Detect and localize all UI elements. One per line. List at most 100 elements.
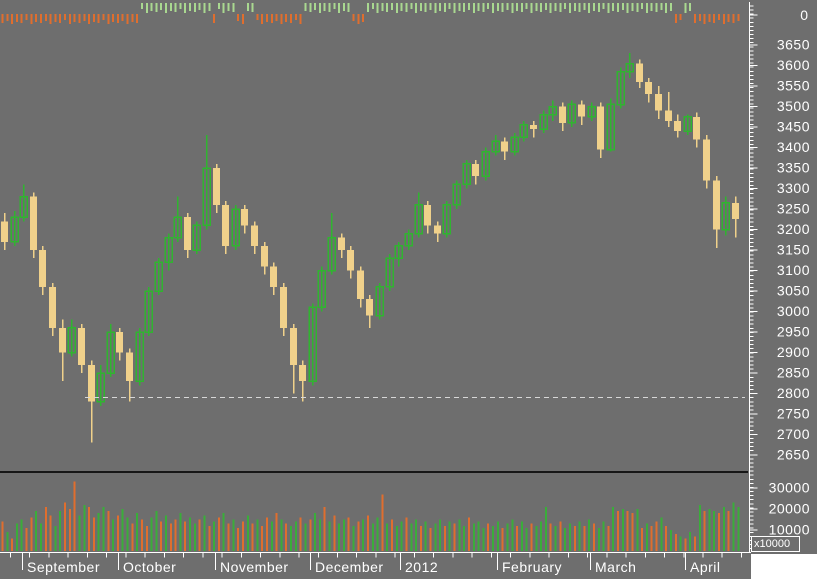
- trend-bar: [424, 3, 427, 12]
- candle-up-body: [385, 257, 394, 288]
- volume-bar: [83, 504, 86, 551]
- candle-down-body: [597, 106, 604, 150]
- trend-bar: [506, 3, 509, 10]
- volume-bar: [357, 521, 360, 551]
- volume-bar: [15, 523, 18, 551]
- trend-bar: [328, 3, 331, 12]
- candle-down-body: [713, 180, 720, 230]
- volume-bar: [487, 523, 490, 551]
- volume-bar: [141, 519, 143, 551]
- candle-up-body: [135, 331, 144, 382]
- trend-bar: [318, 3, 321, 13]
- time-axis[interactable]: September October November December 2012 Febr…: [0, 552, 751, 576]
- trend-bar: [232, 3, 235, 12]
- trend-bar: [342, 3, 345, 11]
- trend-bar: [78, 14, 81, 23]
- trend-bar: [242, 14, 244, 24]
- price-axis-label: 3200: [777, 221, 810, 237]
- trend-bar: [198, 3, 201, 10]
- candle-up-body: [721, 202, 730, 231]
- trend-bar: [362, 14, 365, 22]
- trend-bar: [501, 3, 504, 12]
- volume-bar: [266, 517, 268, 551]
- volume-bar: [650, 525, 653, 551]
- volume-bar: [501, 527, 504, 551]
- trend-bar: [391, 3, 393, 10]
- price-axis-label: 2850: [777, 365, 810, 381]
- volume-bar: [569, 523, 571, 551]
- trend-bar: [395, 3, 398, 13]
- trend-bar: [636, 3, 639, 12]
- candle-up-body: [539, 113, 548, 130]
- volume-bar: [285, 523, 288, 551]
- volume-bar: [674, 534, 677, 551]
- trend-bar: [487, 3, 490, 9]
- trend-bar: [530, 3, 533, 13]
- volume-bar: [49, 515, 52, 551]
- price-axis-label: 3000: [777, 303, 810, 319]
- pane-separator-line: [0, 471, 748, 473]
- trend-bar: [698, 14, 701, 21]
- volume-multiplier-badge: x10000: [751, 536, 800, 552]
- volume-bar: [636, 509, 639, 551]
- candlestick-series: [1, 53, 739, 443]
- trend-bar: [597, 3, 600, 12]
- trend-bar: [299, 14, 302, 24]
- volume-bar: [617, 511, 620, 551]
- volume-bar: [424, 521, 427, 551]
- volume-bar: [174, 519, 177, 551]
- trend-bar: [189, 3, 192, 11]
- trend-bar: [694, 14, 696, 23]
- volume-bar: [631, 513, 634, 551]
- trend-bar: [641, 3, 644, 9]
- price-axis[interactable]: 3650 3600 3550 3500 3450 3400 3350 3300 3250 3200…: [749, 2, 811, 553]
- volume-bar: [607, 525, 610, 551]
- pane-separator[interactable]: [0, 471, 748, 473]
- candle-up-body: [481, 150, 490, 177]
- candle-down-body: [126, 352, 133, 382]
- volume-bar: [275, 513, 278, 551]
- candle-down-body: [1, 221, 8, 242]
- trend-bar: [160, 3, 163, 10]
- trend-bar: [270, 14, 273, 23]
- volume-bar: [419, 525, 422, 551]
- price-axis-label: 3650: [777, 37, 810, 53]
- candle-up-body: [154, 261, 163, 292]
- volume-axis-label: 20000: [769, 501, 810, 517]
- trend-bar: [626, 3, 629, 13]
- volume-bar: [694, 536, 696, 551]
- volume-bar: [448, 521, 451, 551]
- trend-bar: [559, 3, 562, 12]
- volume-bar: [309, 519, 312, 551]
- trend-bar: [102, 14, 105, 20]
- price-axis-label: 2900: [777, 344, 810, 360]
- trend-bar: [655, 3, 658, 12]
- volume-bar: [314, 513, 317, 551]
- candle-down-body: [184, 217, 191, 250]
- month-label: 2012: [405, 559, 438, 575]
- trend-bar: [708, 14, 711, 22]
- trend-bar: [59, 14, 62, 23]
- volume-bar: [395, 525, 398, 551]
- trend-bar: [496, 3, 499, 11]
- volume-bar: [602, 521, 605, 551]
- trend-bar: [703, 14, 706, 24]
- price-axis-label: 3350: [777, 160, 810, 176]
- volume-bar: [520, 521, 523, 551]
- volume-bar: [318, 519, 321, 551]
- candle-down-body: [357, 270, 364, 300]
- price-axis-label: 3100: [777, 262, 810, 278]
- volume-bar: [189, 517, 192, 551]
- trend-bar: [540, 3, 543, 12]
- top-trend-indicator: [1, 3, 740, 24]
- candle-up-body: [106, 331, 115, 374]
- price-axis-label: 2650: [777, 447, 810, 463]
- candle-up-body: [510, 136, 519, 153]
- volume-bar: [68, 509, 71, 551]
- volume-bar: [347, 517, 350, 551]
- candle-down-body: [280, 286, 287, 328]
- trend-bar: [684, 3, 687, 13]
- trend-bar: [458, 3, 461, 11]
- volume-bar: [381, 494, 384, 551]
